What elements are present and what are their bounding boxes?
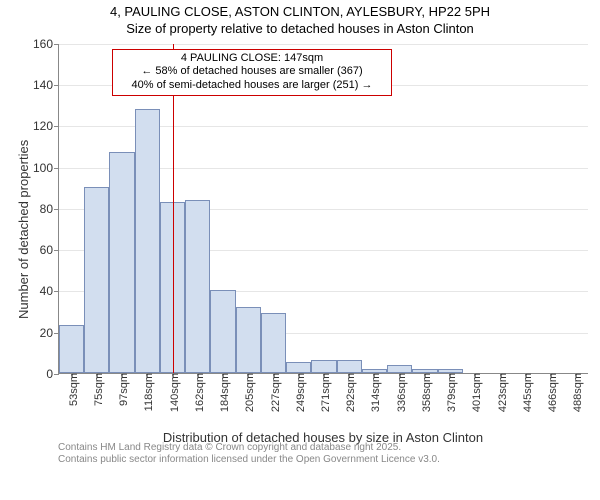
x-tick-label: 205sqm	[240, 373, 256, 412]
annotation-line: ← 58% of detached houses are smaller (36…	[119, 65, 385, 79]
x-tick-label: 162sqm	[190, 373, 206, 412]
y-tick-label: 100	[33, 161, 59, 175]
footer-line-2: Contains public sector information licen…	[58, 454, 440, 466]
y-tick-label: 0	[46, 367, 59, 381]
x-tick-label: 336sqm	[392, 373, 408, 412]
x-tick-label: 379sqm	[442, 373, 458, 412]
y-axis-label: Number of detached properties	[16, 140, 31, 319]
histogram-bar	[59, 325, 84, 372]
x-tick-label: 118sqm	[139, 373, 155, 411]
x-tick-label: 184sqm	[215, 373, 231, 412]
histogram-bar	[311, 360, 336, 372]
annotation-line: 4 PAULING CLOSE: 147sqm	[119, 52, 385, 66]
title-line-1: 4, PAULING CLOSE, ASTON CLINTON, AYLESBU…	[0, 4, 600, 21]
grid-line	[59, 44, 588, 45]
y-tick-label: 160	[33, 37, 59, 51]
y-tick-label: 140	[33, 78, 59, 92]
y-tick-label: 20	[40, 326, 59, 340]
plot-area: 02040608010012014016053sqm75sqm97sqm118s…	[58, 44, 588, 374]
x-tick-label: 271sqm	[316, 373, 332, 412]
title-line-2: Size of property relative to detached ho…	[0, 21, 600, 38]
histogram-bar	[135, 109, 160, 373]
histogram-bar	[337, 360, 362, 372]
histogram-bar	[387, 365, 412, 373]
histogram-bar	[236, 307, 261, 373]
y-tick-label: 40	[40, 284, 59, 298]
x-tick-label: 466sqm	[543, 373, 559, 412]
x-tick-label: 314sqm	[366, 373, 382, 412]
histogram-bar	[286, 362, 311, 372]
x-tick-label: 445sqm	[518, 373, 534, 412]
x-tick-label: 97sqm	[114, 373, 130, 406]
footer-line-1: Contains HM Land Registry data © Crown c…	[58, 442, 440, 454]
y-tick-label: 120	[33, 119, 59, 133]
annotation-box: 4 PAULING CLOSE: 147sqm← 58% of detached…	[112, 49, 392, 96]
footer-attribution: Contains HM Land Registry data © Crown c…	[58, 442, 440, 466]
x-tick-label: 53sqm	[64, 373, 80, 406]
x-tick-label: 249sqm	[291, 373, 307, 412]
x-tick-label: 140sqm	[165, 373, 181, 412]
x-tick-label: 423sqm	[493, 373, 509, 412]
histogram-bar	[261, 313, 286, 373]
histogram-bar	[185, 200, 210, 373]
y-tick-label: 60	[40, 243, 59, 257]
annotation-line: 40% of semi-detached houses are larger (…	[119, 79, 385, 93]
histogram-bar	[84, 187, 109, 373]
histogram-bar	[210, 290, 235, 373]
x-tick-label: 488sqm	[568, 373, 584, 412]
chart-container: 0 20 40 60 80 100 120 140 160 53sqm 75sqm 97sqm 118s…	[0, 38, 600, 468]
x-tick-label: 401sqm	[467, 373, 483, 412]
x-tick-label: 292sqm	[341, 373, 357, 412]
histogram-bar	[109, 152, 134, 373]
y-tick-label: 80	[40, 202, 59, 216]
x-tick-label: 358sqm	[417, 373, 433, 412]
x-tick-label: 75sqm	[89, 373, 105, 406]
x-tick-label: 227sqm	[266, 373, 282, 412]
